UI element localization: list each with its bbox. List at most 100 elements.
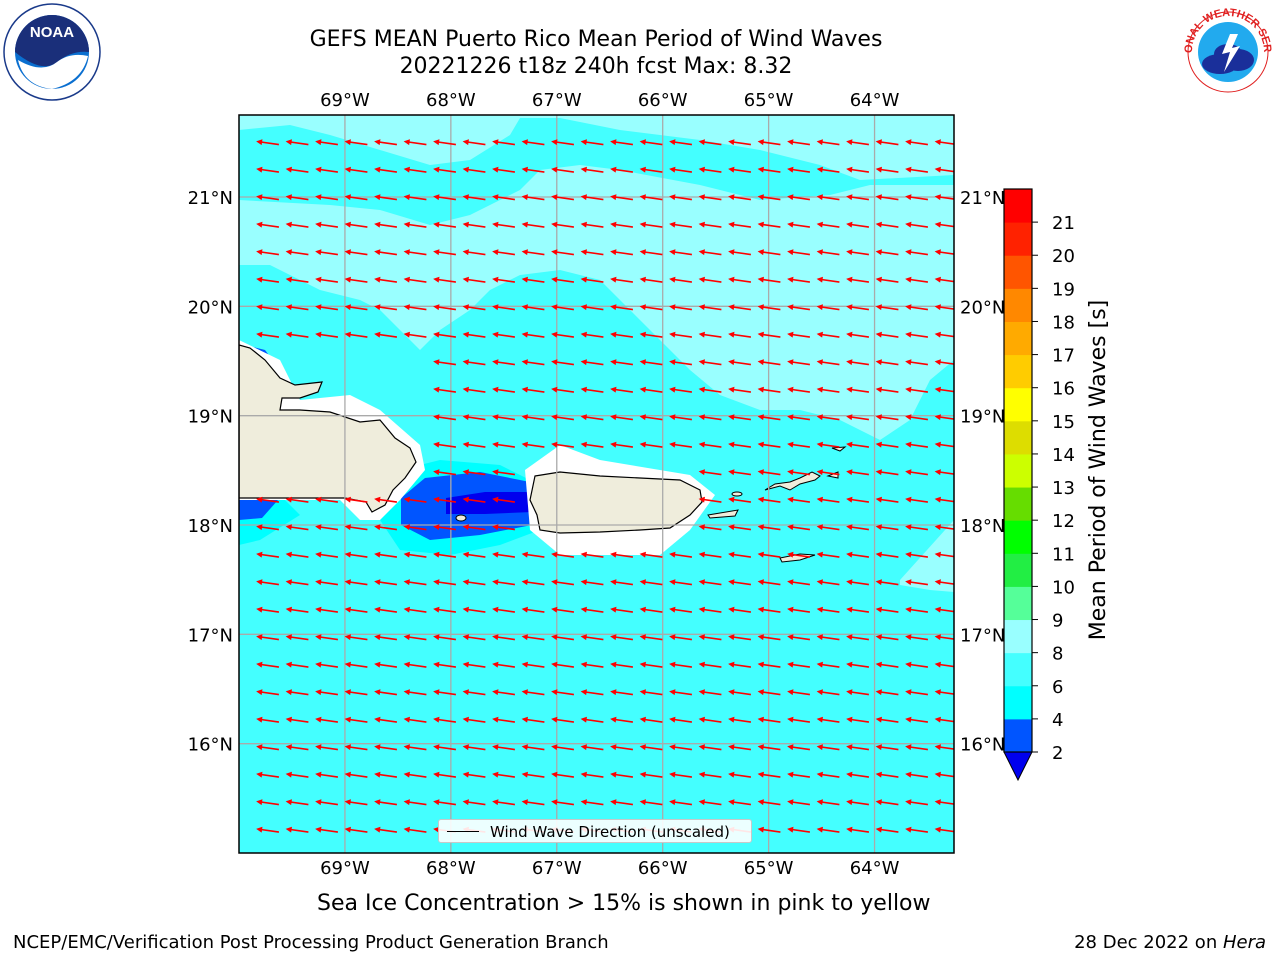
wave-direction-arrow [787,276,811,283]
wave-direction-arrow [285,606,309,613]
wave-direction-arrow [285,304,309,311]
wave-direction-arrow [816,139,840,146]
wave-direction-arrow [462,634,486,641]
wave-direction-arrow [905,441,929,448]
wave-direction-arrow [462,579,486,586]
wave-direction-arrow [905,249,929,256]
wave-direction-arrow [315,606,339,613]
wave-direction-arrow [462,304,486,311]
wave-direction-arrow [492,689,516,696]
wave-direction-arrow [757,331,781,338]
wave-direction-arrow [846,689,870,696]
colorbar-bin [1004,420,1032,455]
wave-direction-arrow [462,386,486,393]
wave-direction-arrow [639,139,663,146]
wave-direction-arrow [816,304,840,311]
wave-direction-arrow [285,524,309,531]
wave-direction-arrow [698,524,722,531]
colorbar-bin [1004,685,1032,720]
wave-direction-arrow [698,689,722,696]
wave-direction-arrow [344,249,368,256]
wave-direction-arrow [610,661,634,668]
wave-direction-arrow [905,304,929,311]
wave-direction-arrow [344,744,368,751]
wave-direction-arrow [580,551,604,558]
wave-direction-arrow [875,551,899,558]
wave-direction-arrow [344,606,368,613]
wave-direction-arrow [669,551,693,558]
wave-direction-arrow [492,716,516,723]
wave-direction-arrow [787,606,811,613]
wave-direction-arrow [492,744,516,751]
wave-direction-arrow [934,744,954,751]
wave-direction-arrow [669,331,693,338]
wave-direction-arrow [344,579,368,586]
wave-direction-arrow [403,249,427,256]
wave-direction-arrow [462,799,486,806]
wave-direction-arrow [728,744,752,751]
wave-direction-arrow [698,331,722,338]
wave-direction-arrow [551,551,575,558]
wave-direction-arrow [846,469,870,476]
wave-direction-arrow [374,524,398,531]
wave-direction-arrow [787,551,811,558]
wave-direction-arrow [639,579,663,586]
wave-direction-arrow [728,661,752,668]
wave-direction-arrow [934,139,954,146]
wave-direction-arrow [256,744,280,751]
wave-direction-arrow [816,661,840,668]
wave-direction-arrow [374,221,398,228]
lat-tick-label-left: 19°N [188,407,233,428]
wave-direction-arrow [285,249,309,256]
wave-direction-arrow [521,634,545,641]
wave-direction-arrow [403,551,427,558]
graticule [239,115,954,853]
wave-direction-arrow [462,249,486,256]
wave-direction-arrow [728,386,752,393]
wave-direction-arrow [875,166,899,173]
wave-direction-arrow [285,166,309,173]
wave-direction-arrow [492,359,516,366]
wave-direction-arrow [256,716,280,723]
wave-direction-arrow [905,276,929,283]
wave-direction-arrow [905,359,929,366]
wave-direction-arrow [403,166,427,173]
wave-direction-arrow [256,771,280,778]
wave-direction-arrow [816,194,840,201]
wave-direction-arrow [787,386,811,393]
wave-direction-arrow [698,221,722,228]
wave-direction-arrow [875,414,899,421]
wave-direction-arrow [403,826,427,833]
wave-direction-arrow [757,744,781,751]
wave-direction-arrow [433,139,457,146]
wave-direction-arrow [521,771,545,778]
legend-label: Wind Wave Direction (unscaled) [490,823,730,841]
wave-direction-arrow [757,139,781,146]
wave-direction-arrow [403,276,427,283]
wave-direction-arrow [580,194,604,201]
wave-direction-arrow [846,744,870,751]
footer-date-text: 28 Dec 2022 on [1074,932,1223,953]
wave-direction-arrow [551,689,575,696]
wave-direction-arrow [934,166,954,173]
wave-direction-arrow [816,524,840,531]
wave-direction-arrow [787,331,811,338]
wave-direction-arrow [403,496,427,503]
wave-direction-arrow [610,221,634,228]
wave-direction-arrow [403,689,427,696]
wave-direction-arrow [462,359,486,366]
wave-field-2-4 [239,500,278,520]
wave-direction-arrow [846,359,870,366]
wave-direction-arrow [433,634,457,641]
colorbar-tick-label: 6 [1052,677,1063,698]
wave-direction-arrow [669,249,693,256]
wave-direction-arrow [875,441,899,448]
wave-direction-arrow [669,716,693,723]
wave-direction-arrow [344,194,368,201]
wave-direction-arrow [521,166,545,173]
wave-direction-arrow [846,524,870,531]
wave-direction-arrow [728,606,752,613]
chart-title: GEFS MEAN Puerto Rico Mean Period of Win… [309,27,883,52]
colorbar-tick-label: 18 [1052,312,1075,333]
